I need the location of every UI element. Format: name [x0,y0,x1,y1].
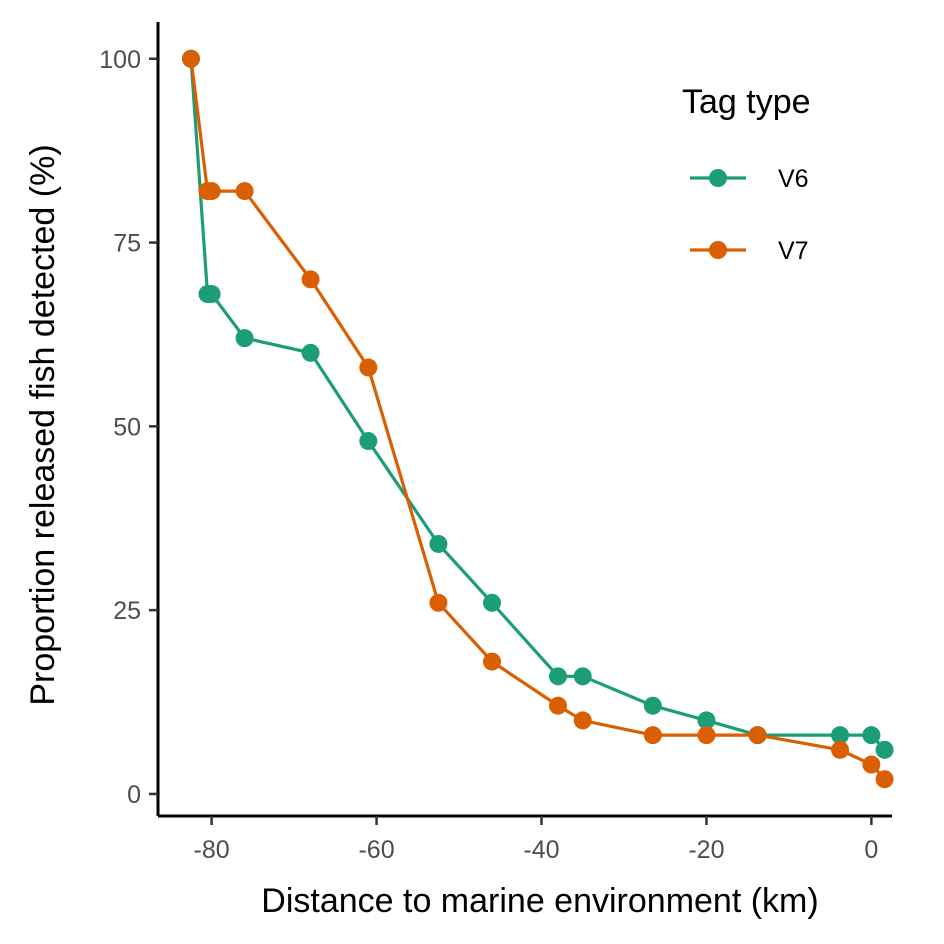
data-point-v6 [202,285,221,304]
data-point-v7 [748,726,767,745]
data-point-v6 [697,711,716,730]
data-point-v7 [831,740,850,759]
data-point-v7 [862,755,881,774]
data-point-v7 [429,593,448,612]
data-point-v6 [301,343,320,362]
y-tick-label: 25 [113,597,141,625]
data-point-v7 [573,711,592,730]
y-tick-label: 75 [113,230,141,258]
y-tick-label: 50 [113,413,141,441]
y-axis-title: Proportion released fish detected (%) [24,144,62,705]
data-point-v7 [359,358,378,377]
data-point-v6 [875,740,894,759]
legend-marker-v6 [709,169,727,187]
data-point-v7 [181,49,200,68]
data-point-v6 [831,726,850,745]
x-axis: -80 -60 -40 -20 0 [158,814,892,864]
legend-label-v6: V6 [778,165,809,193]
x-tick-label: 0 [864,836,878,864]
series-layer [181,49,894,789]
data-point-v6 [643,696,662,715]
data-point-v7 [875,770,894,789]
legend-marker-v7 [709,241,727,259]
y-tick-label: 0 [127,781,141,809]
data-point-v7 [483,652,502,671]
data-point-v6 [573,667,592,686]
data-point-v7 [548,696,567,715]
data-point-v7 [301,270,320,289]
data-point-v7 [697,726,716,745]
series-line-v6 [189,58,886,751]
legend-title: Tag type [682,83,811,121]
data-point-v6 [359,432,378,451]
data-point-v7 [235,182,254,201]
data-point-v7 [202,182,221,201]
data-point-v7 [643,726,662,745]
data-point-v6 [483,593,502,612]
data-point-v6 [548,667,567,686]
y-tick-label: 100 [99,46,141,74]
y-axis: 0 25 50 75 100 [99,22,160,816]
data-point-v6 [235,329,254,348]
data-point-v6 [862,726,881,745]
series-line-v7 [189,58,886,781]
x-tick-label: -20 [688,836,724,864]
x-tick-label: -60 [358,836,394,864]
legend-label-v7: V7 [778,237,809,265]
x-tick-label: -40 [523,836,559,864]
legend: Tag type V6 V7 [682,83,811,265]
data-point-v6 [429,534,448,553]
x-tick-label: -80 [194,836,230,864]
x-axis-title: Distance to marine environment (km) [261,882,818,920]
